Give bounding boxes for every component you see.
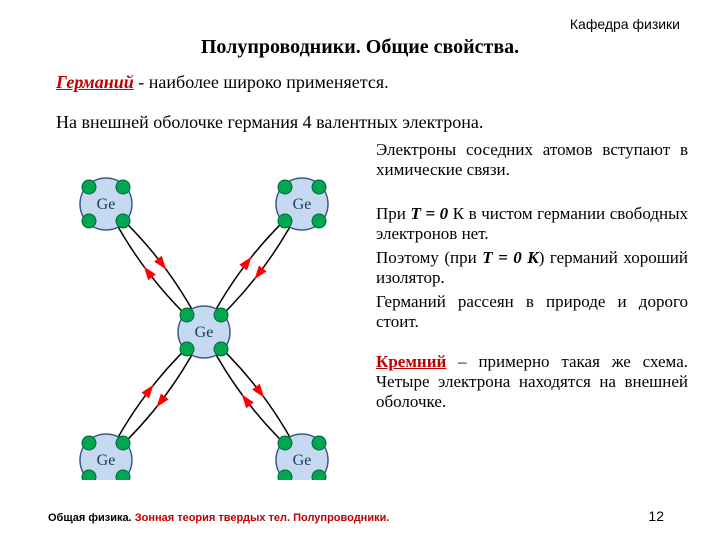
- para-5: Кремний – примерно такая же схема. Четыр…: [376, 352, 688, 412]
- valence-electron: [82, 470, 96, 480]
- valence-electron: [214, 308, 228, 322]
- valence-electron: [180, 342, 194, 356]
- valence-electron: [180, 308, 194, 322]
- para-1: Электроны соседних атомов вступают в хим…: [376, 140, 688, 180]
- valence-electron: [116, 436, 130, 450]
- atom-label: Ge: [195, 324, 214, 341]
- atom-label: Ge: [293, 452, 312, 469]
- bond-arrow-icon: [141, 382, 157, 399]
- valence-electron: [312, 214, 326, 228]
- bond-arrow-icon: [238, 392, 254, 409]
- para-3a: Поэтому (при: [376, 248, 482, 267]
- page-number: 12: [648, 508, 664, 524]
- para-3b: Т = 0 К: [482, 248, 539, 267]
- germanium-lattice-diagram: Ge Ge Ge Ge Ge: [44, 150, 364, 480]
- intro-line-1-rest: - наиболее широко применяется.: [134, 72, 389, 92]
- valence-electron: [312, 470, 326, 480]
- atom-label: Ge: [97, 452, 116, 469]
- para-4: Германий рассеян в природе и дорого стои…: [376, 292, 688, 332]
- footer-topic: Зонная теория твердых тел. Полупроводник…: [135, 512, 390, 524]
- valence-electron: [278, 180, 292, 194]
- atom-label: Ge: [97, 196, 116, 213]
- valence-electron: [312, 180, 326, 194]
- germanium-label: Германий: [56, 72, 134, 92]
- valence-electron: [278, 214, 292, 228]
- bond-arrow-icon: [239, 254, 255, 271]
- para-3: Поэтому (при Т = 0 К) германий хороший и…: [376, 248, 688, 288]
- valence-electron: [214, 342, 228, 356]
- valence-electron: [278, 470, 292, 480]
- bond-arrow-icon: [251, 265, 267, 282]
- valence-electron: [82, 180, 96, 194]
- footer-prefix: Общая физика.: [48, 512, 135, 524]
- silicon-label: Кремний: [376, 352, 446, 371]
- right-column: Электроны соседних атомов вступают в хим…: [376, 140, 688, 412]
- department-label: Кафедра физики: [570, 16, 680, 32]
- valence-electron: [278, 436, 292, 450]
- valence-electron: [116, 214, 130, 228]
- page-title: Полупроводники. Общие свойства.: [0, 36, 720, 59]
- para-2: При Т = 0 К в чистом германии свободных …: [376, 204, 688, 244]
- para-2b: Т = 0: [410, 204, 448, 223]
- intro-line-1: Германий - наиболее широко применяется.: [56, 72, 389, 93]
- intro-line-2: На внешней оболочке германия 4 валентных…: [56, 112, 483, 133]
- atom-label: Ge: [293, 196, 312, 213]
- bond-arrow-icon: [252, 384, 268, 401]
- footer-text: Общая физика. Зонная теория твердых тел.…: [48, 512, 389, 524]
- atoms-group: Ge Ge Ge Ge Ge: [80, 178, 328, 480]
- bond-arrow-icon: [140, 264, 156, 281]
- valence-electron: [82, 436, 96, 450]
- valence-electron: [312, 436, 326, 450]
- valence-electron: [82, 214, 96, 228]
- bond-arrow-icon: [154, 256, 170, 273]
- valence-electron: [116, 180, 130, 194]
- para-2a: При: [376, 204, 410, 223]
- bond-arrow-icon: [153, 393, 169, 410]
- valence-electron: [116, 470, 130, 480]
